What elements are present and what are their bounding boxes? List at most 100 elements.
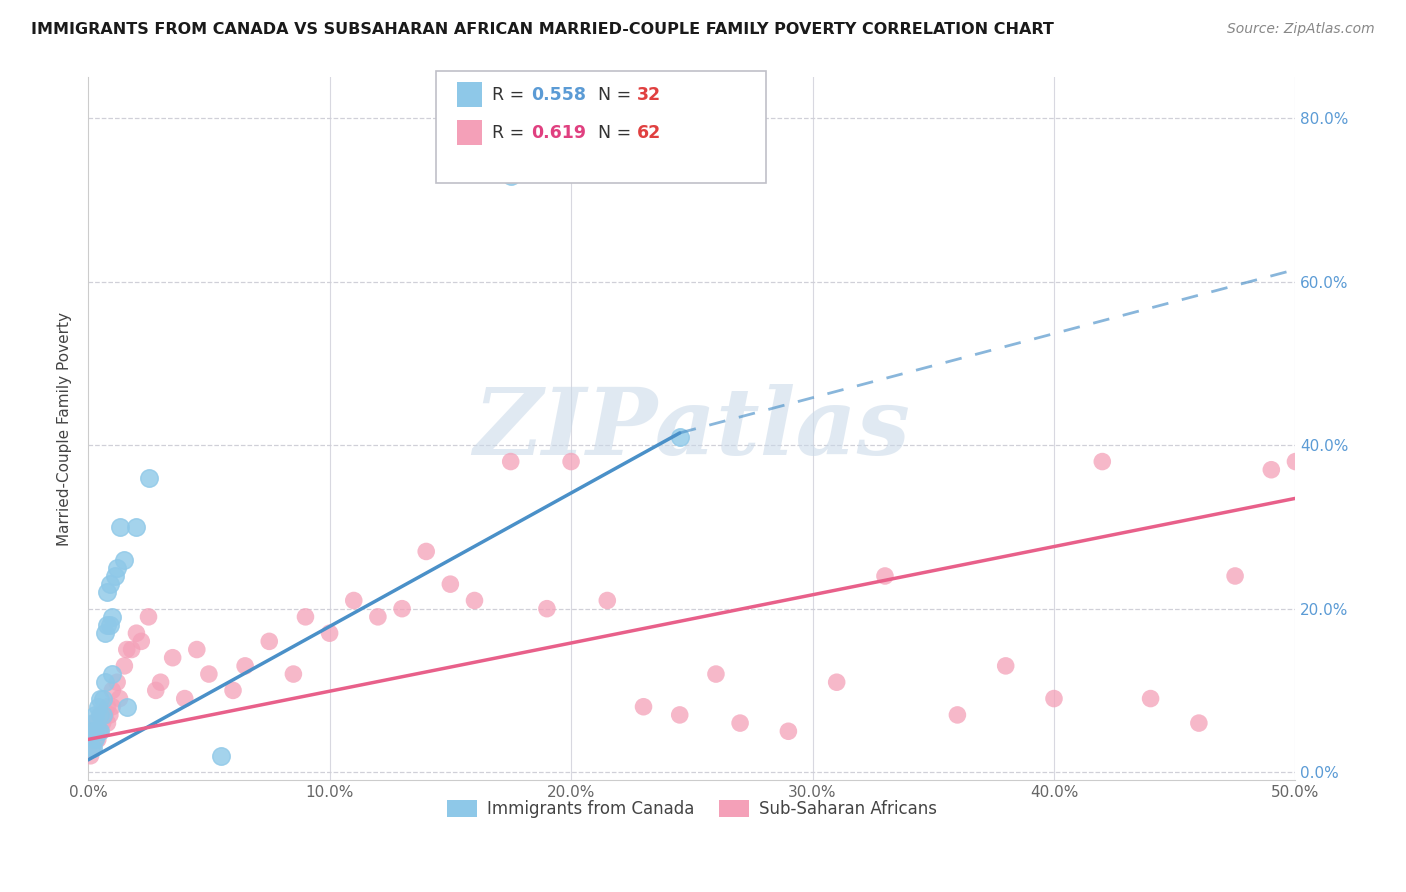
Point [1139, 691, 1161, 706]
Point [1188, 716, 1211, 731]
Point [87, 699, 110, 714]
Point [82, 716, 104, 731]
Point [112, 552, 135, 566]
Point [138, 471, 160, 485]
Point [439, 577, 461, 591]
Point [84, 707, 107, 722]
Point [101, 610, 124, 624]
Text: N =: N = [598, 124, 637, 142]
Point [101, 667, 124, 681]
Point [91, 716, 114, 731]
Point [87, 732, 110, 747]
Point [222, 683, 245, 698]
Text: ZIPatlas: ZIPatlas [474, 384, 910, 474]
Point [149, 675, 172, 690]
Point [778, 724, 800, 739]
Point [105, 675, 128, 690]
Point [173, 691, 195, 706]
Point [89, 691, 111, 706]
Point [257, 634, 280, 648]
Point [129, 634, 152, 648]
Point [1284, 454, 1306, 468]
Point [198, 667, 221, 681]
Point [108, 691, 131, 706]
Point [104, 569, 127, 583]
Point [633, 699, 655, 714]
Point [115, 699, 138, 714]
Text: 62: 62 [637, 124, 661, 142]
Point [89, 724, 111, 739]
Point [84, 732, 107, 747]
Point [105, 561, 128, 575]
Point [96, 716, 118, 731]
Point [994, 659, 1017, 673]
Text: R =: R = [492, 124, 530, 142]
Point [1260, 463, 1282, 477]
Text: 0.558: 0.558 [531, 86, 586, 103]
Point [94, 707, 117, 722]
Point [1091, 454, 1114, 468]
Point [94, 675, 117, 690]
Text: 32: 32 [637, 86, 661, 103]
Point [82, 724, 104, 739]
Point [101, 699, 124, 714]
Point [89, 707, 111, 722]
Point [668, 430, 690, 444]
Point [209, 748, 232, 763]
Point [98, 707, 121, 722]
Point [367, 610, 389, 624]
Point [79, 732, 101, 747]
Point [343, 593, 366, 607]
Point [96, 618, 118, 632]
Point [145, 683, 167, 698]
Point [125, 520, 148, 534]
Point [84, 732, 107, 747]
Point [91, 691, 114, 706]
Point [499, 454, 522, 468]
Point [94, 626, 117, 640]
Point [87, 724, 110, 739]
Text: N =: N = [598, 86, 637, 103]
Point [96, 585, 118, 599]
Point [728, 716, 751, 731]
Point [89, 707, 111, 722]
Point [233, 659, 256, 673]
Point [79, 724, 101, 739]
Point [79, 740, 101, 755]
Point [79, 748, 101, 763]
Point [704, 667, 727, 681]
Point [596, 593, 619, 607]
Point [318, 626, 340, 640]
Point [125, 626, 148, 640]
Point [82, 740, 104, 755]
Point [499, 169, 522, 183]
Point [84, 724, 107, 739]
Point [1223, 569, 1246, 583]
Point [138, 610, 160, 624]
Point [873, 569, 896, 583]
Point [283, 667, 305, 681]
Text: 0.619: 0.619 [531, 124, 586, 142]
Point [121, 642, 143, 657]
Point [82, 740, 104, 755]
Text: IMMIGRANTS FROM CANADA VS SUBSAHARAN AFRICAN MARRIED-COUPLE FAMILY POVERTY CORRE: IMMIGRANTS FROM CANADA VS SUBSAHARAN AFR… [31, 22, 1054, 37]
Point [415, 544, 437, 558]
Point [98, 577, 121, 591]
Point [825, 675, 848, 690]
Point [294, 610, 316, 624]
Point [1043, 691, 1066, 706]
Text: R =: R = [492, 86, 530, 103]
Point [98, 618, 121, 632]
Point [101, 683, 124, 698]
Point [91, 707, 114, 722]
Point [560, 454, 582, 468]
Point [162, 650, 184, 665]
Point [186, 642, 208, 657]
Point [391, 601, 413, 615]
Point [946, 707, 969, 722]
Y-axis label: Married-Couple Family Poverty: Married-Couple Family Poverty [58, 312, 72, 546]
Point [115, 642, 138, 657]
Point [96, 699, 118, 714]
Point [536, 601, 558, 615]
Point [463, 593, 485, 607]
